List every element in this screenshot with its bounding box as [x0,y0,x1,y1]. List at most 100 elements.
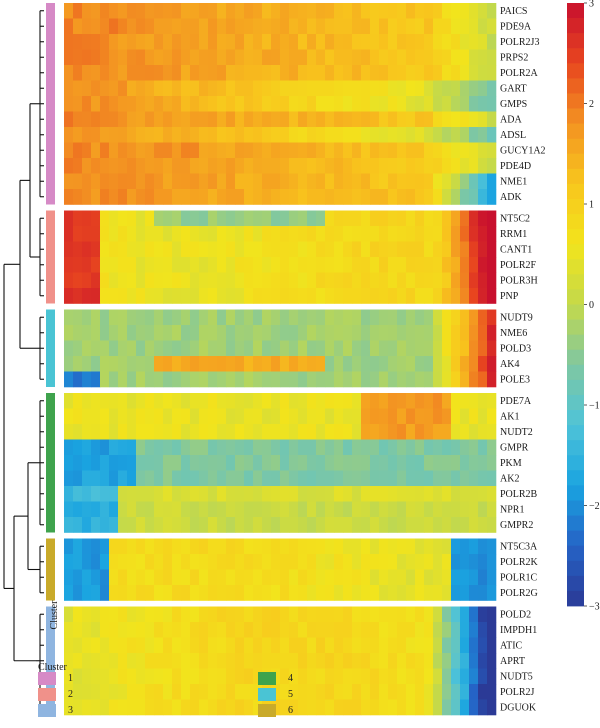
heatmap-cell [190,96,200,112]
heatmap-cell [64,606,74,623]
heatmap-cell [217,80,227,97]
heatmap-cell [487,340,497,357]
heatmap-cell [244,340,254,357]
heatmap-cell [262,371,272,388]
heatmap-cell [145,699,155,716]
heatmap-cell [271,393,281,409]
heatmap-cell [316,189,326,205]
gene-label: POLR1C [500,573,538,584]
heatmap-cell [100,637,110,654]
heatmap-cell [289,606,299,623]
heatmap-cell [298,393,308,409]
heatmap-cell [298,356,308,372]
heatmap-cell [352,210,362,227]
heatmap-cell [298,439,308,456]
heatmap-cell [82,241,92,258]
heatmap-cell [370,288,380,304]
heatmap-cell [244,18,254,35]
heatmap-cell [388,142,398,159]
heatmap-cell [145,569,155,586]
heatmap-cell [91,241,101,258]
heatmap-cell [172,18,182,35]
heatmap-cell [226,517,236,533]
heatmap-cell [451,111,461,128]
heatmap-cell [352,393,362,409]
heatmap-cell [199,158,209,174]
heatmap-cell [433,241,443,258]
heatmap-cell [163,340,173,357]
heatmap-cell [235,142,245,159]
heatmap-cell [469,622,479,638]
heatmap-cell [163,393,173,409]
heatmap-cell [64,173,74,190]
heatmap-cell [82,653,92,669]
heatmap-cell [433,699,443,716]
heatmap-row [64,226,497,242]
gene-label: POLR2G [500,588,538,599]
heatmap-cell [154,585,164,601]
heatmap-cell [316,554,326,570]
heatmap-cell [433,554,443,570]
heatmap-cell [235,288,245,304]
heatmap-cell [73,18,83,35]
heatmap-cell [451,189,461,205]
heatmap-cell [100,424,110,440]
heatmap-cell [235,684,245,700]
heatmap-cell [442,501,452,518]
heatmap-cell [64,668,74,685]
heatmap-cell [235,606,245,623]
heatmap-cell [136,408,146,425]
heatmap-cell [433,684,443,700]
heatmap-cell [379,80,389,97]
heatmap-cell [190,288,200,304]
heatmap-cell [91,111,101,128]
heatmap-cell [433,470,443,487]
heatmap-cell [433,340,443,357]
heatmap-cell [64,569,74,586]
heatmap-cell [100,371,110,388]
heatmap-cell [82,569,92,586]
heatmap-cell [442,622,452,638]
heatmap-cell [217,111,227,128]
heatmap-cell [208,65,218,81]
legend-label: 6 [288,705,293,716]
heatmap-cell [406,96,416,112]
heatmap-cell [334,142,344,159]
heatmap-cell [217,127,227,143]
heatmap-cell [343,371,353,388]
heatmap-cell [253,371,263,388]
heatmap-cell [478,517,488,533]
heatmap-cell [244,288,254,304]
heatmap-cell [253,158,263,174]
heatmap-cell [442,684,452,700]
heatmap-cell [379,257,389,273]
heatmap-cell [271,606,281,623]
heatmap-cell [424,622,434,638]
heatmap-cell [118,3,128,19]
heatmap-cell [163,622,173,638]
heatmap-row [64,127,497,143]
heatmap-cell [352,455,362,471]
heatmap-cell [433,158,443,174]
heatmap-cell [334,699,344,716]
heatmap-cell [208,80,218,97]
heatmap-cell [370,111,380,128]
heatmap-cell [424,309,434,326]
heatmap-cell [136,241,146,258]
heatmap-cell [298,538,308,555]
legend-label: 2 [68,689,73,700]
heatmap-cell [91,173,101,190]
heatmap-cell [244,637,254,654]
heatmap-cell [181,65,191,81]
heatmap-cell [82,210,92,227]
heatmap-cell [451,142,461,159]
heatmap-cell [127,257,137,273]
heatmap-cell [289,470,299,487]
gene-label: NPR1 [500,505,524,516]
heatmap-cell [262,325,272,341]
heatmap-row [64,538,497,555]
heatmap-cell [100,340,110,357]
heatmap-cell [424,226,434,242]
heatmap-cell [118,486,128,502]
heatmap-cell [91,3,101,19]
